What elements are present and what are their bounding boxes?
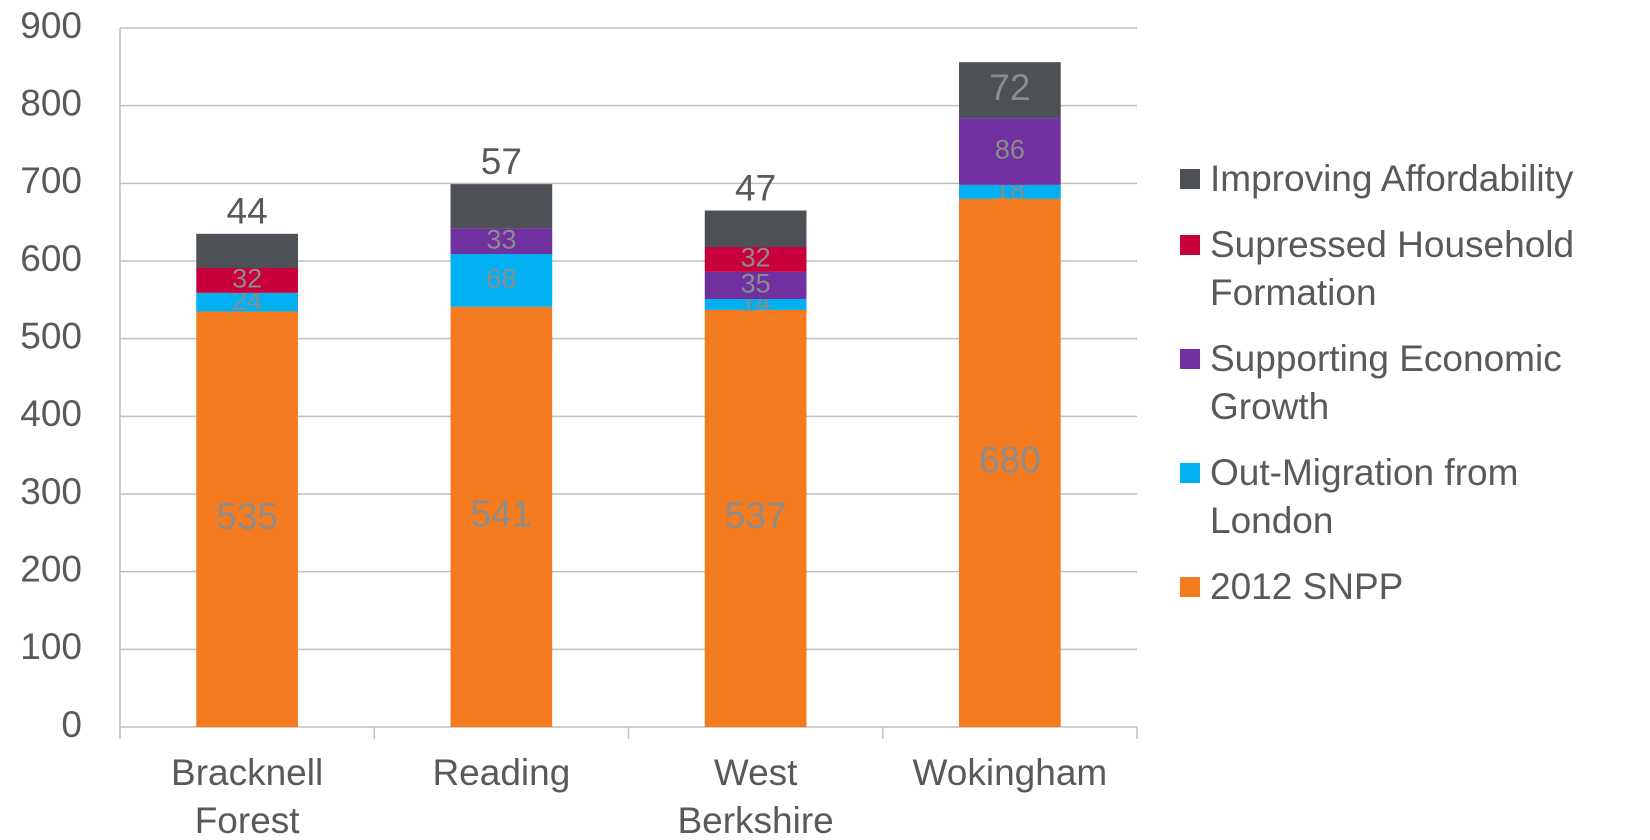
y-tick-label: 600 — [20, 238, 82, 279]
bar-segment — [959, 184, 1061, 199]
y-tick-label: 800 — [20, 82, 82, 123]
bar-segment — [959, 62, 1061, 119]
data-label: 32 — [232, 264, 262, 294]
bar-segment — [196, 267, 298, 293]
data-label: 680 — [979, 440, 1041, 481]
legend-swatch — [1180, 463, 1200, 483]
y-tick-label: 0 — [61, 704, 82, 745]
bar-segment — [959, 198, 1061, 727]
legend-label: Supressed Household Formation — [1210, 224, 1575, 313]
data-label: 537 — [725, 495, 787, 536]
bar-segment — [450, 254, 553, 307]
legend-label: Improving Affordability — [1210, 158, 1574, 199]
bar-segment — [450, 228, 553, 255]
data-label: 44 — [227, 191, 268, 232]
bar-segment — [959, 118, 1061, 185]
y-tick-label: 500 — [20, 315, 82, 356]
legend-swatch — [1180, 349, 1200, 369]
y-tick-label: 700 — [20, 160, 82, 201]
legend-label: Supporting Economic Growth — [1210, 338, 1562, 427]
bar-segment — [704, 210, 807, 248]
data-label: 541 — [471, 494, 533, 535]
y-tick-label: 100 — [20, 626, 82, 667]
legend-item: Out-Migration from London — [1180, 449, 1640, 545]
x-tick-label: Wokingham — [912, 752, 1108, 793]
x-tick-label: West Berkshire — [677, 752, 834, 840]
legend-swatch — [1180, 577, 1200, 597]
bar-segment — [196, 311, 298, 727]
x-tick-label: Bracknell Forest — [171, 752, 324, 840]
legend-swatch — [1180, 169, 1200, 189]
data-label: 35 — [741, 269, 771, 299]
data-label: 535 — [216, 496, 278, 537]
bar-segment — [704, 299, 807, 310]
data-label: 68 — [486, 264, 516, 294]
legend-label: Out-Migration from London — [1210, 452, 1519, 541]
data-label: 86 — [995, 135, 1025, 165]
legend-item: Improving Affordability — [1180, 155, 1640, 203]
bar-segment — [196, 233, 298, 268]
x-tick-label: Reading — [432, 752, 571, 793]
y-tick-label: 300 — [20, 471, 82, 512]
bar-segment — [704, 247, 807, 272]
legend: Improving Affordability Supressed Househo… — [1180, 155, 1640, 629]
legend-item: Supporting Economic Growth — [1180, 335, 1640, 431]
y-tick-label: 200 — [20, 548, 82, 589]
data-label: 32 — [741, 243, 771, 273]
data-label: 47 — [735, 167, 776, 208]
legend-item: Supressed Household Formation — [1180, 221, 1640, 317]
y-tick-label: 900 — [20, 5, 82, 46]
bar-segment — [450, 184, 553, 229]
data-label: 57 — [481, 141, 522, 182]
legend-label: 2012 SNPP — [1210, 566, 1404, 607]
bar-segment — [450, 306, 553, 727]
legend-swatch — [1180, 235, 1200, 255]
bar-segment — [704, 271, 807, 300]
bar-segment — [704, 309, 807, 727]
legend-item: 2012 SNPP — [1180, 563, 1640, 611]
data-label: 72 — [989, 67, 1030, 108]
data-label: 33 — [486, 224, 516, 254]
y-tick-label: 400 — [20, 393, 82, 434]
bar-segment — [196, 292, 298, 312]
